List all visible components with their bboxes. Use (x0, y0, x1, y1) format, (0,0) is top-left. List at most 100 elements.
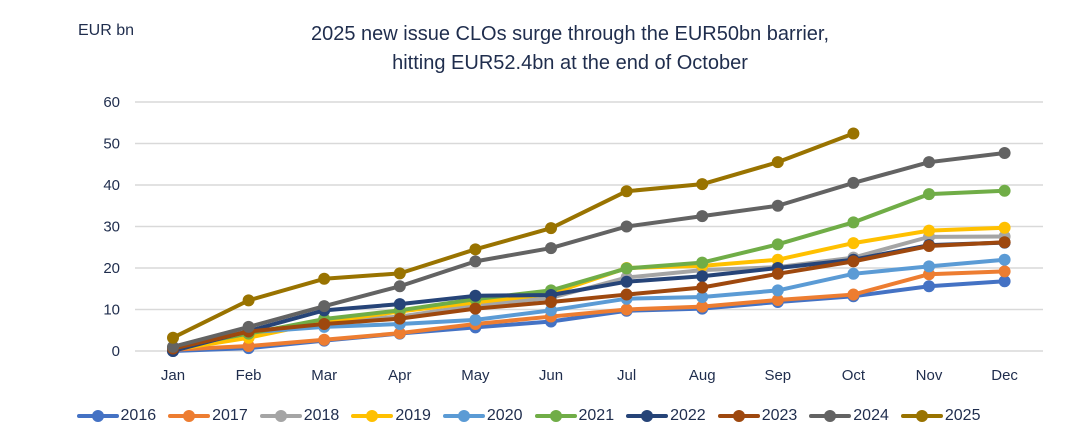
legend-item-2016: 2016 (76, 407, 157, 425)
y-tick-label: 60 (103, 94, 120, 111)
legend-marker (457, 410, 470, 422)
data-point-2021 (771, 238, 784, 251)
legend-swatch (442, 410, 485, 422)
legend-swatch (809, 410, 852, 422)
data-point-2025 (393, 267, 406, 280)
data-point-2023 (923, 240, 935, 253)
data-point-2017 (847, 288, 860, 301)
x-tick-label: Mar (311, 367, 337, 384)
legend-label: 2021 (578, 407, 615, 424)
data-point-2023 (469, 302, 482, 315)
legend-marker (274, 410, 287, 422)
legend-marker (549, 410, 562, 422)
data-point-2023 (847, 255, 860, 268)
legend-marker (91, 410, 104, 422)
data-point-2021 (998, 184, 1011, 197)
x-tick-label: Feb (236, 367, 262, 384)
data-point-2021 (696, 256, 709, 269)
legend-item-2019: 2019 (351, 407, 431, 425)
data-point-2016 (998, 275, 1011, 288)
data-point-2025 (469, 243, 482, 256)
data-point-2024 (242, 320, 255, 333)
data-point-2019 (771, 253, 784, 266)
data-point-2020 (469, 313, 482, 326)
series-line-2017 (171, 269, 1007, 352)
data-point-2025 (620, 185, 633, 198)
x-tick-label: Oct (842, 367, 866, 384)
legend-swatch (534, 410, 577, 422)
series-2025 (167, 127, 860, 344)
legend-item-2021: 2021 (534, 407, 615, 425)
legend-marker (915, 410, 928, 422)
data-point-2024 (771, 199, 784, 212)
x-axis-ticks: Jan Feb Mar Apr May Jun Jul Aug Sep Oct Nov Dec (161, 367, 1019, 384)
line-chart: 0 10 20 30 40 50 60 Jan Feb Mar Apr May Jun Jul Aug Se… (103, 94, 1043, 384)
legend-item-2017: 2017 (168, 407, 248, 425)
data-point-2025 (771, 156, 784, 169)
x-tick-label: Jun (539, 367, 563, 384)
data-point-2025 (545, 222, 557, 235)
data-point-2017 (998, 265, 1011, 278)
series-line-2020 (171, 257, 1007, 351)
chart-title-line-1: 2025 new issue CLOs surge through the EU… (310, 23, 830, 45)
legend-item-2024: 2024 (809, 407, 889, 425)
legend-item-2023: 2023 (717, 407, 797, 425)
legend-label: 2024 (853, 407, 889, 424)
legend-item-2022: 2022 (626, 407, 706, 425)
data-point-2017 (620, 303, 633, 316)
data-point-2023 (393, 312, 406, 325)
data-point-2017 (318, 333, 331, 346)
data-point-2022 (393, 298, 406, 311)
x-tick-label: Jul (617, 367, 636, 384)
data-point-2024 (167, 340, 179, 353)
legend-swatch (717, 410, 760, 422)
data-point-2023 (620, 288, 633, 301)
legend-swatch (351, 410, 394, 422)
x-tick-label: Aug (689, 367, 716, 384)
data-point-2017 (393, 327, 406, 340)
data-point-2022 (469, 289, 482, 302)
y-tick-label: 50 (103, 136, 120, 153)
x-tick-label: Apr (388, 367, 411, 384)
data-point-2017 (696, 300, 709, 313)
chart-title: 2025 new issue CLOs surge through the EU… (200, 20, 940, 78)
data-point-2017 (771, 293, 784, 306)
legend-label: 2020 (486, 407, 523, 424)
chart-title-line-2: hitting EUR52.4bn at the end of October (392, 52, 748, 74)
data-point-2016 (923, 280, 935, 293)
legend-label: 2016 (120, 407, 157, 424)
legend-label: 2017 (212, 407, 248, 424)
data-point-2023 (771, 267, 784, 280)
legend-swatch (626, 410, 669, 422)
legend-item-2020: 2020 (442, 407, 523, 425)
data-point-2025 (167, 331, 179, 344)
series-2020 (167, 253, 1011, 355)
data-point-2024 (318, 300, 331, 313)
data-point-2025 (242, 294, 255, 307)
data-point-2022 (620, 275, 633, 288)
data-point-2024 (923, 156, 935, 169)
data-point-2020 (998, 253, 1011, 266)
data-point-2019 (998, 221, 1011, 234)
data-point-2023 (696, 281, 709, 294)
legend-item-2025: 2025 (900, 407, 981, 425)
data-point-2025 (318, 272, 331, 285)
data-point-2021 (620, 262, 633, 275)
data-point-2024 (998, 147, 1011, 160)
series-group (167, 127, 1011, 357)
x-tick-label: Dec (991, 367, 1018, 384)
gridlines (135, 101, 1043, 352)
x-tick-label: Nov (916, 367, 943, 384)
legend-item-2018: 2018 (259, 407, 339, 425)
series-2024 (167, 147, 1011, 353)
legend-label: 2025 (944, 407, 981, 424)
data-point-2019 (923, 224, 935, 237)
y-axis-ticks: 0 10 20 30 40 50 60 (103, 94, 120, 360)
x-tick-label: Sep (764, 367, 791, 384)
legend-marker (732, 410, 745, 422)
legend-label: 2019 (395, 407, 431, 424)
data-point-2017 (242, 340, 255, 353)
y-tick-label: 0 (112, 343, 120, 360)
legend-marker (824, 410, 837, 422)
data-point-2022 (696, 270, 709, 283)
